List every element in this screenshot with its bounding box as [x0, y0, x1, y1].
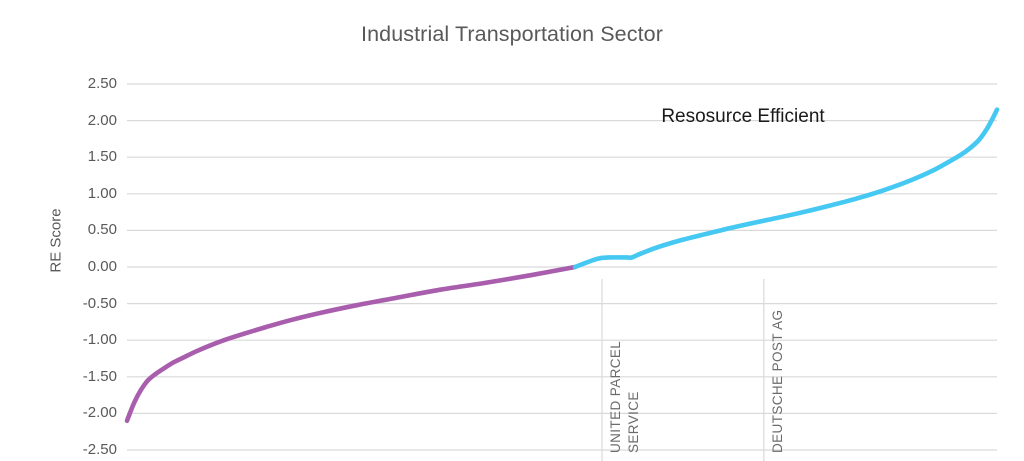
chart-title: Industrial Transportation Sector — [361, 22, 663, 46]
y-tick-label: 0.50 — [87, 221, 117, 239]
annotation-deutsche-post-ag: DEUTSCHE POST AG — [769, 310, 787, 453]
y-axis-tick-labels: 2.50 2.00 1.50 1.00 0.50 0.00 -0.50 -1.00 -1.50 -… — [55, 0, 117, 461]
y-tick-label: 2.50 — [87, 75, 117, 92]
gridlines — [127, 83, 997, 451]
series-line — [124, 264, 578, 424]
annotation-line: SERVICE — [626, 391, 642, 453]
annotation-united-parcel-service: UNITED PARCEL SERVICE — [607, 341, 643, 453]
y-tick-label: -0.50 — [82, 294, 117, 312]
y-tick-label: 1.00 — [87, 184, 117, 202]
y-tick-label: 2.00 — [87, 111, 117, 129]
series-lines — [124, 107, 1000, 424]
y-tick-label: -2.50 — [82, 441, 117, 458]
annotation-rules — [601, 279, 765, 461]
y-tick-label: 0.00 — [87, 258, 117, 275]
series-line — [572, 107, 1000, 270]
annotation-line: UNITED PARCEL — [608, 340, 624, 453]
y-tick-label: 1.50 — [87, 148, 117, 166]
y-tick-label: -1.50 — [82, 367, 117, 385]
annotation-resource-efficient: Resosurce Efficient — [661, 106, 825, 127]
annotation-line: DEUTSCHE POST AG — [769, 309, 785, 453]
y-tick-label: -2.00 — [82, 404, 117, 422]
y-tick-label: -1.00 — [82, 331, 117, 349]
